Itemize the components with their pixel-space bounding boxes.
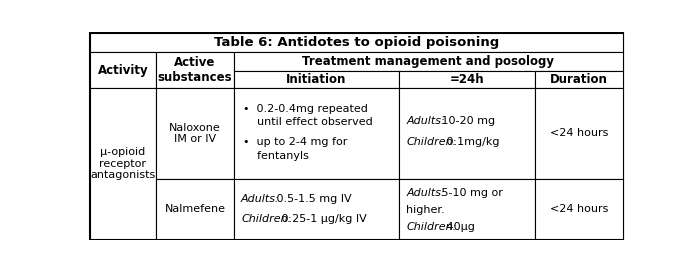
Text: 0.25-1 μg/kg IV: 0.25-1 μg/kg IV [278, 214, 366, 224]
Text: 10-20 mg: 10-20 mg [438, 116, 496, 126]
Text: <24 hours: <24 hours [550, 129, 608, 139]
Text: Adults:: Adults: [407, 116, 445, 126]
Text: •  up to 2-4 mg for
    fentanyls: • up to 2-4 mg for fentanyls [243, 137, 348, 161]
Text: 0.1mg/kg: 0.1mg/kg [443, 137, 500, 147]
Bar [156, 179, 234, 239]
Bar [234, 179, 399, 239]
Text: higher.: higher. [407, 205, 445, 215]
Bar [90, 88, 156, 239]
Bar [156, 88, 234, 179]
Bar [156, 52, 234, 88]
Text: 5-10 mg or: 5-10 mg or [438, 188, 503, 198]
Text: Table 6: Antidotes to opioid poisoning: Table 6: Antidotes to opioid poisoning [213, 36, 499, 49]
Bar [90, 52, 156, 88]
Text: <24 hours: <24 hours [550, 204, 608, 214]
Bar [399, 179, 535, 239]
Bar [535, 88, 623, 179]
Text: =24h: =24h [450, 73, 484, 86]
Bar [535, 71, 623, 88]
Text: Children:: Children: [407, 222, 457, 232]
Bar [535, 179, 623, 239]
Text: Adults:: Adults: [407, 188, 445, 198]
Bar [234, 52, 623, 71]
Text: Activity: Activity [97, 64, 148, 77]
Text: μ-opioid
receptor
antagonists: μ-opioid receptor antagonists [90, 147, 156, 180]
Bar [234, 71, 399, 88]
Text: Adults:: Adults: [241, 194, 280, 204]
Text: 0.5-1.5 mg IV: 0.5-1.5 mg IV [273, 194, 352, 204]
Text: Initiation: Initiation [286, 73, 346, 86]
Text: Naloxone
IM or IV: Naloxone IM or IV [169, 123, 221, 144]
Bar [399, 88, 535, 179]
Bar [399, 71, 535, 88]
Text: Children:: Children: [407, 137, 457, 147]
Text: 40μg: 40μg [443, 222, 475, 232]
Text: Children:: Children: [241, 214, 291, 224]
Text: Nalmefene: Nalmefene [165, 204, 225, 214]
Text: Duration: Duration [550, 73, 607, 86]
Bar [90, 33, 623, 52]
Text: Active
substances: Active substances [158, 56, 232, 84]
Text: •  0.2-0.4mg repeated
    until effect observed: • 0.2-0.4mg repeated until effect observ… [243, 104, 373, 127]
Text: Treatment management and posology: Treatment management and posology [302, 55, 554, 68]
Bar [234, 88, 399, 179]
